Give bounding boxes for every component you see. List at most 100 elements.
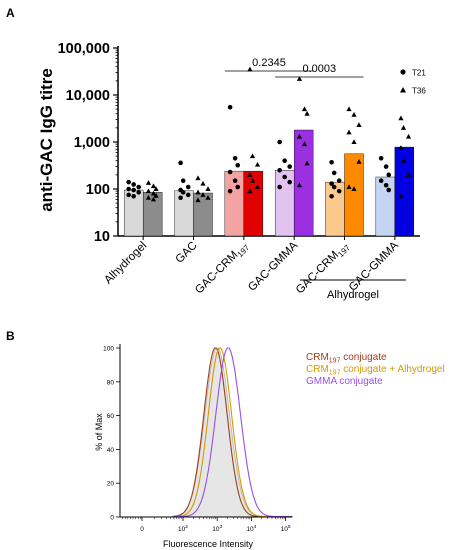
data-point	[180, 178, 186, 184]
x-tick-label: 0	[140, 526, 144, 533]
data-point	[277, 167, 282, 173]
data-point	[398, 193, 404, 199]
y-tick-label: 1,000	[74, 135, 110, 151]
data-point	[386, 187, 392, 193]
x-tick-subscript: 197	[336, 243, 352, 259]
data-point	[287, 164, 292, 169]
data-point	[282, 174, 287, 180]
data-point	[277, 139, 282, 145]
data-point	[254, 161, 261, 167]
data-point	[195, 197, 201, 203]
legend-label: GMMA conjugate	[306, 376, 383, 387]
data-point	[301, 106, 308, 112]
data-point	[232, 155, 238, 161]
legend-label-subscript: 197	[329, 370, 341, 377]
chart-a-points	[126, 66, 412, 203]
y-tick-label: 100,000	[58, 41, 110, 57]
data-point	[205, 186, 211, 191]
x-tick-label: 103	[212, 524, 222, 533]
data-point	[304, 110, 310, 116]
chart-b-axes: 0 20 40 60 80 100 0 102 103 104 105	[103, 344, 292, 533]
x-tick-label: GAC-GMMA	[246, 239, 300, 293]
x-tick-superscript: 4	[254, 524, 257, 530]
x-tick-subscript: 197	[236, 243, 252, 259]
data-point	[247, 172, 253, 177]
data-point	[304, 160, 310, 166]
data-point	[150, 190, 157, 196]
data-point	[378, 178, 384, 184]
legend-label-part: CRM	[306, 364, 329, 375]
chart-a-comparisons: 0.2345 0.0003	[224, 57, 364, 78]
data-point	[145, 194, 152, 200]
panel-b-letter: B	[6, 329, 15, 343]
data-point	[282, 158, 287, 164]
x-tick-label: GAC	[174, 240, 200, 266]
y-tick-label: 100	[103, 346, 114, 353]
data-point	[150, 183, 157, 189]
x-tick-label: GAC-GMMA	[347, 239, 401, 293]
chart-a-bars	[123, 129, 415, 237]
data-point	[254, 184, 261, 190]
x-tick-label: 105	[281, 524, 291, 533]
data-point	[195, 189, 201, 195]
x-tick-superscript: 3	[219, 524, 222, 530]
data-point	[383, 182, 389, 188]
data-point	[178, 160, 183, 166]
data-point	[136, 184, 141, 190]
data-point	[145, 188, 152, 194]
bar	[325, 181, 345, 237]
chart-b-ylabel: % of Max	[94, 413, 104, 451]
bar	[274, 170, 295, 237]
data-point	[235, 184, 241, 190]
y-tick-label: 80	[107, 379, 115, 386]
data-point	[249, 177, 256, 183]
data-point	[405, 172, 412, 177]
data-point	[247, 188, 253, 194]
legend-label: CRM197 conjugate	[306, 352, 387, 365]
data-point	[400, 125, 407, 130]
x-tick-label: 104	[246, 524, 256, 533]
data-point	[145, 180, 152, 185]
data-point	[126, 179, 131, 185]
data-point	[356, 122, 362, 127]
data-point	[346, 184, 352, 190]
data-point	[378, 155, 384, 161]
data-point	[331, 184, 337, 190]
data-point	[329, 193, 334, 199]
data-point	[136, 190, 141, 195]
data-point	[356, 158, 362, 164]
bar	[293, 129, 314, 237]
y-tick-label: 20	[107, 481, 115, 488]
legend-marker	[400, 69, 406, 75]
data-point	[227, 188, 233, 194]
data-point	[301, 141, 308, 147]
data-point	[180, 190, 186, 195]
data-point	[185, 184, 191, 190]
data-point	[331, 170, 337, 176]
data-point	[227, 104, 233, 110]
comparison-p-value: 0.2345	[252, 57, 286, 69]
data-point	[227, 169, 233, 175]
legend-label: T21	[412, 69, 426, 78]
data-point	[126, 186, 131, 192]
x-tick-label: Alhydrogel	[102, 240, 149, 287]
data-point	[336, 188, 342, 194]
data-point	[200, 180, 206, 186]
data-point	[153, 186, 159, 191]
data-point	[126, 192, 131, 198]
data-point	[346, 129, 352, 135]
x-tick-superscript: 2	[185, 524, 188, 530]
data-point	[296, 182, 303, 188]
legend-label-part: GMMA conjugate	[306, 376, 383, 387]
x-tick-superscript: 5	[288, 524, 291, 530]
data-point	[235, 162, 241, 168]
data-point	[351, 139, 357, 144]
chart-a-y-axis: 10 100 1,000 10,000 100,000	[58, 41, 420, 245]
data-point	[329, 159, 334, 165]
legend-label-part: conjugate + Alhydrogel	[340, 364, 444, 375]
x-tick-label: 102	[178, 524, 188, 533]
legend-marker	[400, 87, 406, 93]
data-point	[249, 153, 256, 159]
y-tick-label: 40	[107, 447, 115, 454]
